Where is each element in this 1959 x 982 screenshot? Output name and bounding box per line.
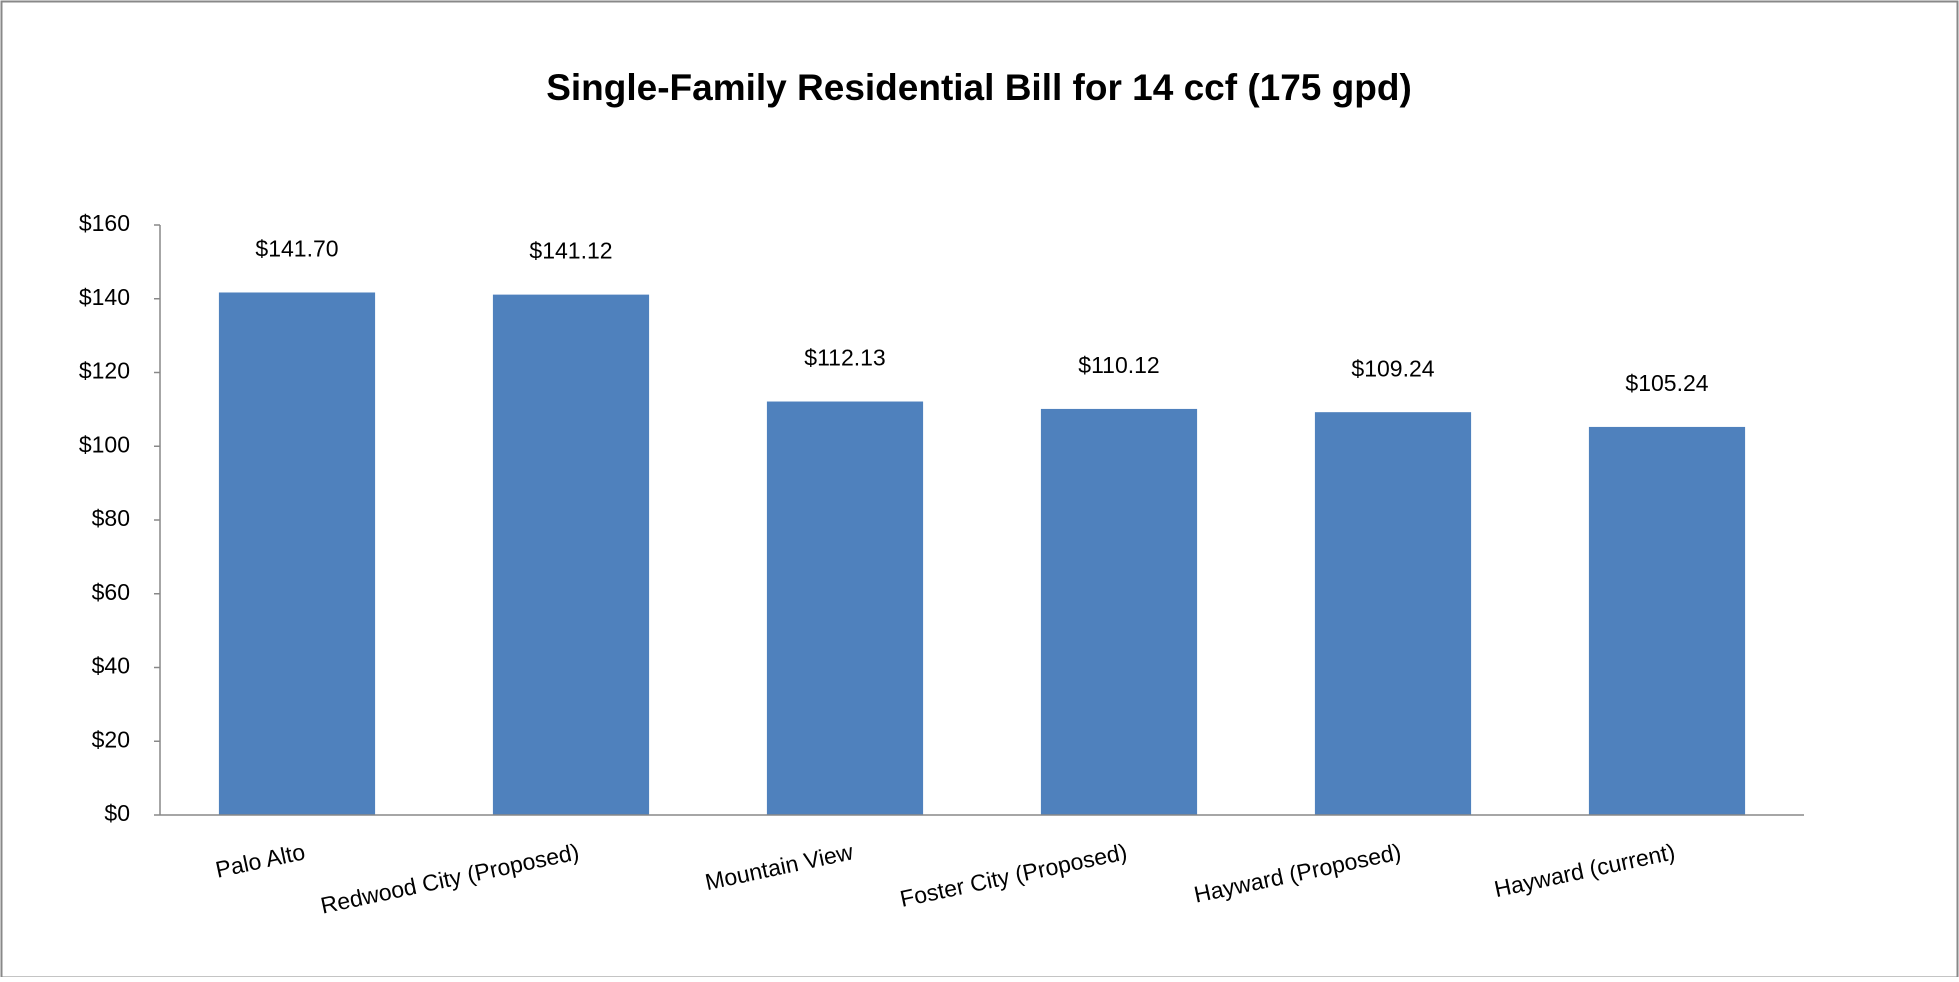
bar	[1314, 412, 1472, 815]
data-label: $141.12	[529, 238, 612, 264]
y-tick-label: $20	[92, 726, 130, 752]
data-label: $105.24	[1625, 370, 1708, 396]
chart-title: Single-Family Residential Bill for 14 cc…	[546, 67, 1412, 108]
bar	[492, 294, 650, 815]
data-label: $112.13	[804, 345, 885, 371]
bar	[1588, 426, 1746, 815]
y-tick-label: $120	[79, 358, 130, 384]
y-tick-label: $60	[92, 579, 130, 605]
y-tick-label: $160	[79, 210, 130, 236]
data-label: $109.24	[1351, 355, 1434, 381]
bar	[1040, 408, 1198, 815]
bar	[766, 401, 924, 815]
y-tick-label: $80	[92, 505, 130, 531]
data-label: $110.12	[1078, 352, 1159, 378]
y-tick-label: $0	[104, 800, 130, 826]
y-tick-label: $40	[92, 653, 130, 679]
y-tick-label: $140	[79, 284, 130, 310]
bar	[218, 292, 376, 815]
data-label: $141.70	[255, 236, 338, 262]
y-tick-label: $100	[79, 431, 130, 457]
